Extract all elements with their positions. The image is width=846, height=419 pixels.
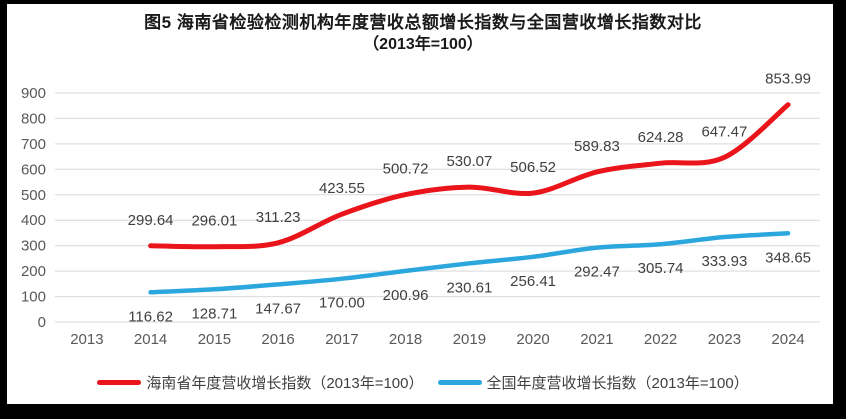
x-axis-tick-label: 2022 [644, 331, 677, 348]
y-axis-tick-label: 600 [21, 161, 46, 178]
chart-title: 图5 海南省检验检测机构年度营收总额增长指数与全国营收增长指数对比 [144, 13, 702, 32]
data-label: 305.74 [638, 260, 684, 277]
legend: 海南省年度营收增长指数（2013年=100） 全国年度营收增长指数（2013年=… [0, 372, 846, 393]
data-label: 299.64 [128, 212, 174, 229]
hainan-series-swatch-icon [97, 380, 142, 385]
legend-item-national: 全国年度营收增长指数（2013年=100） [437, 372, 749, 393]
y-axis-tick-label: 300 [21, 238, 46, 255]
x-axis-tick-label: 2023 [708, 331, 741, 348]
data-label: 116.62 [128, 308, 173, 325]
x-axis-tick-label: 2015 [198, 331, 231, 348]
x-axis-tick-label: 2016 [261, 331, 294, 348]
x-axis-tick-label: 2014 [134, 331, 167, 348]
chart-subtitle: （2013年=100） [363, 36, 483, 53]
data-label: 647.47 [701, 123, 747, 140]
national-series-swatch-icon [437, 380, 482, 385]
x-axis-tick-label: 2019 [453, 331, 486, 348]
legend-label-national: 全国年度营收增长指数（2013年=100） [486, 375, 749, 392]
x-axis-tick-label: 2020 [516, 331, 549, 348]
data-label: 506.52 [510, 159, 556, 176]
data-label: 200.96 [383, 287, 429, 304]
data-label: 530.07 [446, 153, 492, 170]
y-axis-tick-label: 200 [21, 263, 46, 280]
data-label: 423.55 [319, 180, 365, 197]
national-series-line [148, 231, 791, 295]
legend-item-hainan: 海南省年度营收增长指数（2013年=100） [97, 372, 424, 393]
chart-canvas [7, 4, 833, 404]
x-axis-tick-label: 2017 [325, 331, 358, 348]
data-label: 170.00 [319, 295, 365, 312]
y-axis-tick-label: 700 [21, 136, 46, 153]
data-label: 296.01 [191, 213, 237, 230]
data-label: 500.72 [383, 161, 429, 178]
y-axis-tick-label: 500 [21, 187, 46, 204]
y-axis-tick-label: 400 [21, 212, 46, 229]
x-axis-tick-label: 2018 [389, 331, 422, 348]
x-axis-tick-label: 2021 [580, 331, 613, 348]
data-label: 589.83 [574, 138, 620, 155]
data-label: 147.67 [255, 300, 301, 317]
y-axis-tick-label: 900 [21, 85, 46, 102]
chart-title-block: 图5 海南省检验检测机构年度营收总额增长指数与全国营收增长指数对比 （2013年… [0, 12, 846, 56]
y-axis-tick-label: 0 [38, 314, 46, 331]
y-axis-tick-label: 100 [21, 289, 46, 306]
data-label: 128.71 [191, 305, 237, 322]
hainan-series-line [148, 102, 791, 250]
data-label: 333.93 [701, 253, 747, 270]
data-label: 292.47 [574, 264, 620, 281]
y-axis-tick-label: 800 [21, 110, 46, 127]
data-label: 348.65 [765, 249, 811, 266]
x-axis-tick-label: 2024 [771, 331, 804, 348]
data-label: 624.28 [638, 129, 684, 146]
x-axis-tick-label: 2013 [70, 331, 103, 348]
data-label: 853.99 [765, 71, 811, 88]
data-label: 311.23 [256, 209, 301, 226]
data-label: 230.61 [446, 279, 492, 296]
legend-label-hainan: 海南省年度营收增长指数（2013年=100） [146, 375, 424, 392]
data-label: 256.41 [510, 273, 556, 290]
